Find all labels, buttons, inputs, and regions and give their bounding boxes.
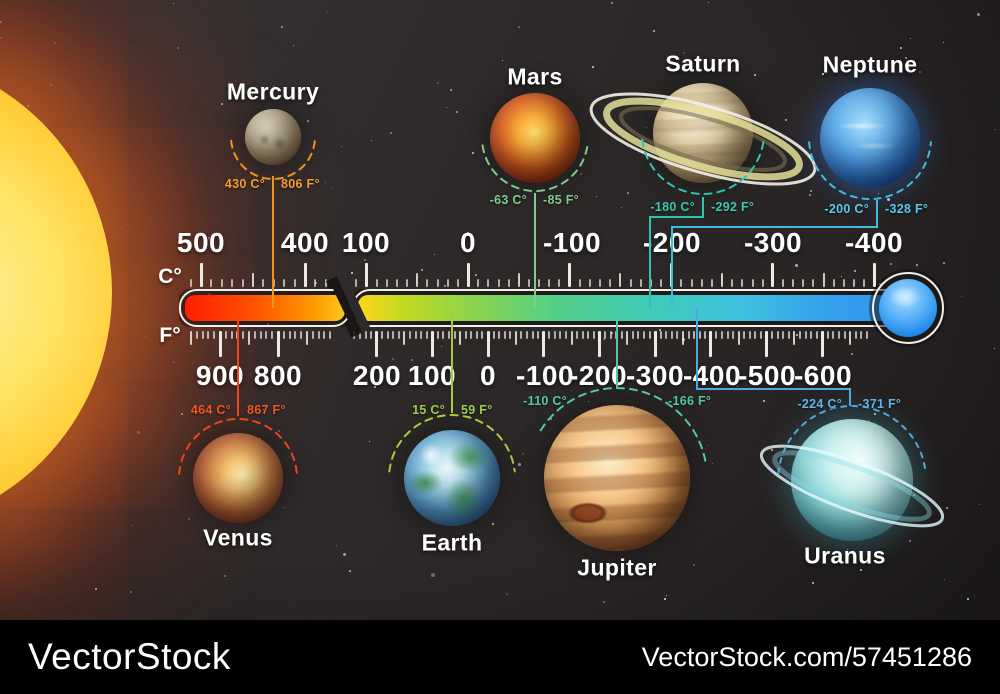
planet-name-saturn: Saturn [665, 50, 741, 77]
mercury-fahrenheit-value: 806 F° [281, 177, 320, 191]
planet-name-neptune: Neptune [822, 51, 918, 78]
planet-name-jupiter: Jupiter [577, 554, 657, 581]
planet-name-uranus: Uranus [804, 542, 886, 569]
jupiter-fahrenheit-value: -166 F° [668, 394, 712, 408]
neptune-fahrenheit-value: -328 F° [885, 202, 929, 216]
mars-celsius-value: -63 C° [489, 193, 527, 207]
watermark-url: VectorStock.com/57451286 [641, 641, 972, 672]
planet-name-earth: Earth [421, 529, 483, 556]
mars-fahrenheit-value: -85 F° [543, 193, 579, 207]
uranus-fahrenheit-value: -371 F° [858, 397, 902, 411]
planet-name-venus: Venus [203, 524, 273, 551]
earth-fahrenheit-value: 59 F° [461, 403, 493, 417]
watermark-bar: VectorStock VectorStock.com/57451286 [0, 620, 1000, 694]
planet-name-mercury: Mercury [226, 78, 320, 105]
saturn-celsius-value: -180 C° [650, 200, 695, 214]
neptune-celsius-value: -200 C° [824, 202, 869, 216]
planet-name-mars: Mars [507, 63, 563, 90]
saturn-fahrenheit-value: -292 F° [711, 200, 755, 214]
uranus-celsius-value: -224 C° [797, 397, 842, 411]
venus-celsius-value: 464 C° [190, 403, 231, 417]
earth-celsius-value: 15 C° [412, 403, 445, 417]
jupiter-celsius-value: -110 C° [523, 394, 567, 408]
venus-fahrenheit-value: 867 F° [247, 403, 286, 417]
mercury-celsius-value: 430 C° [224, 177, 265, 191]
watermark-brand: VectorStock [28, 636, 231, 677]
